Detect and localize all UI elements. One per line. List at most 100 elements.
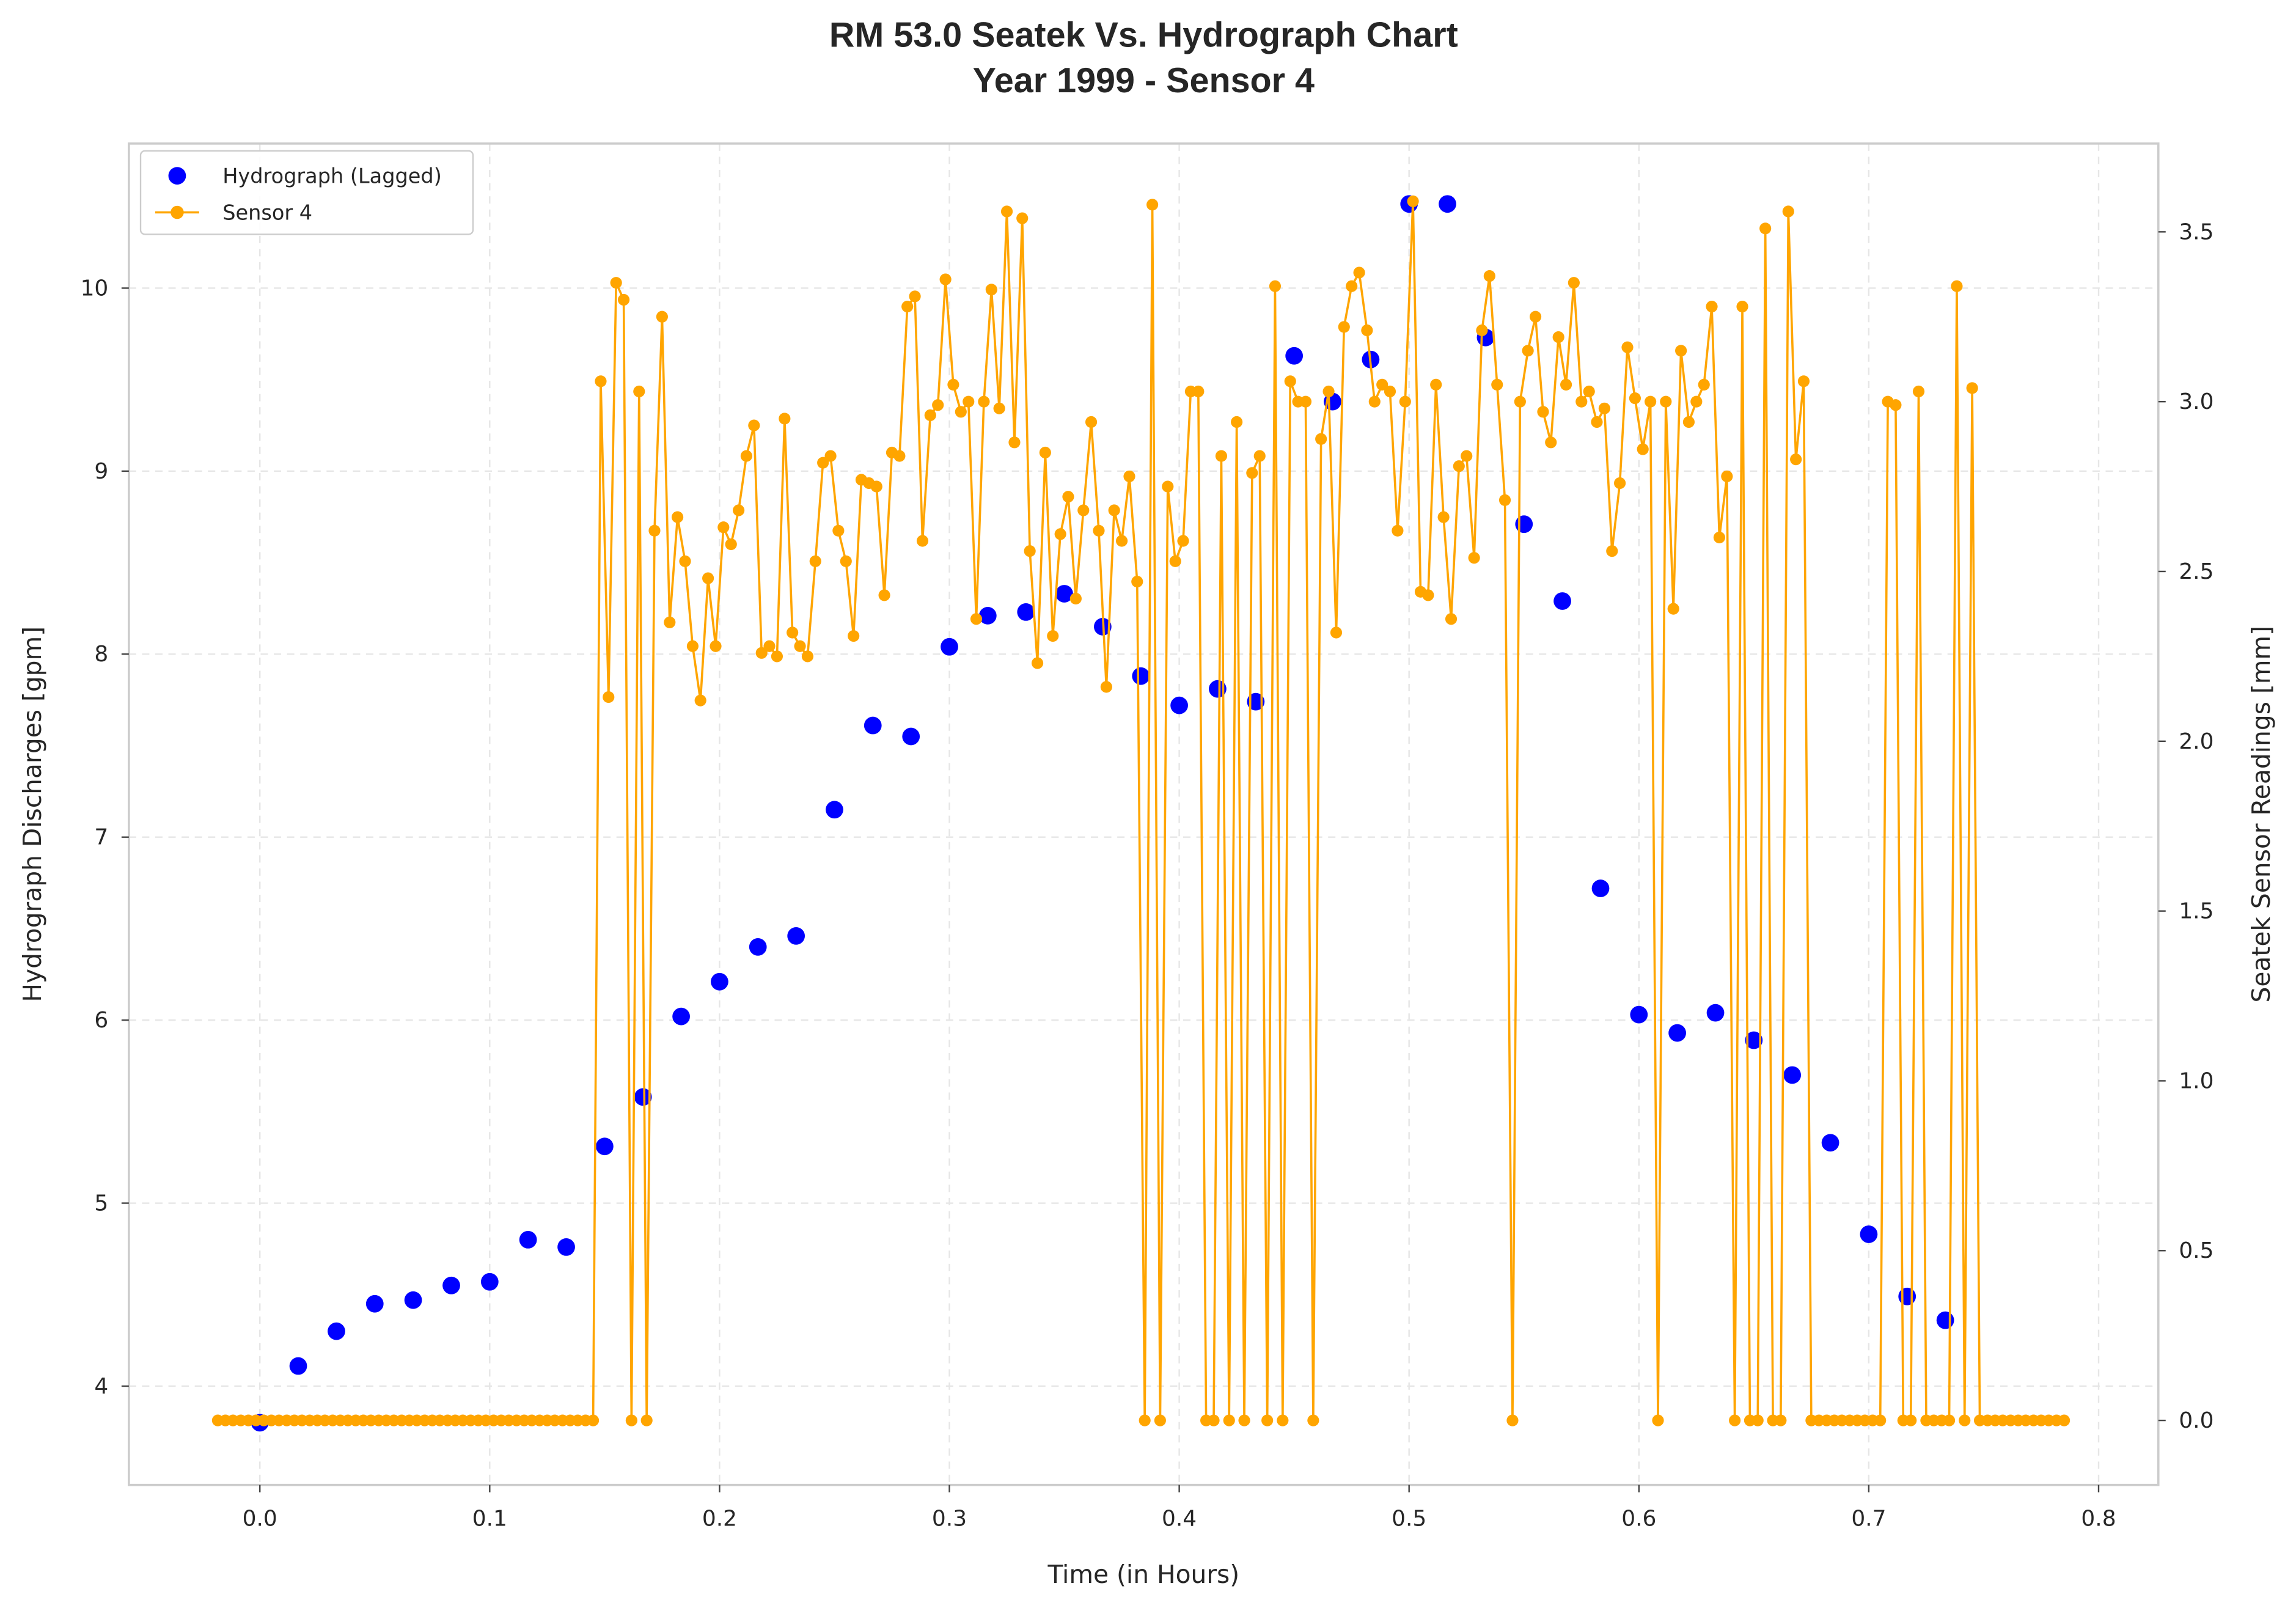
data-point [1361,324,1373,337]
data-point [749,938,767,956]
data-point [672,1007,690,1026]
data-point [864,716,882,735]
data-point [480,1272,499,1291]
data-point [963,395,975,408]
plot-frame [128,142,2160,1486]
data-point [1668,1024,1686,1042]
data-point [1017,603,1035,621]
data-point [633,385,645,398]
chart-title: RM 53.0 Seatek Vs. Hydrograph Chart [829,16,1458,55]
data-point [902,727,920,746]
data-point [939,273,952,285]
data-point [1721,470,1733,482]
data-point [970,613,983,625]
data-point [809,555,821,567]
data-point [748,419,760,431]
data-point [694,694,706,707]
data-point [404,1291,422,1309]
data-point [711,972,728,991]
data-point [947,378,959,391]
data-point [1209,680,1227,698]
data-point [1315,433,1327,445]
data-point [1024,545,1036,557]
y-tick-label: 10 [81,276,109,301]
data-point [1162,480,1174,493]
data-point [1384,385,1396,398]
data-point [1422,589,1434,601]
y-tick-label: 4 [94,1374,108,1399]
x-tick-label: 0.1 [472,1507,507,1532]
data-point [1783,1066,1802,1084]
data-point [1169,555,1181,567]
data-point [1146,199,1159,211]
data-point [1307,1414,1319,1426]
data-point [740,450,753,462]
data-point [878,589,890,601]
data-point [901,301,914,313]
data-point [1606,545,1618,557]
data-point [1016,212,1029,224]
data-point [985,284,997,296]
data-point [763,640,776,652]
data-point [787,626,799,639]
data-point [1437,511,1450,523]
data-point [1613,477,1626,490]
y-tick-label: 5 [94,1191,108,1216]
data-point [826,801,843,819]
data-point [1031,657,1044,669]
data-point [1860,1225,1878,1243]
data-point [625,1414,637,1426]
data-point [932,399,944,411]
y-tick-label: 8 [94,642,108,667]
legend-marker [171,205,184,219]
data-point [1132,667,1150,685]
legend-label: Sensor 4 [222,200,312,224]
data-point [1246,467,1258,479]
data-point [755,647,768,659]
data-point [1476,324,1488,337]
data-point [1338,321,1350,333]
data-point [1552,331,1564,343]
data-point [978,607,997,625]
data-point [1231,416,1243,428]
data-point [1399,395,1411,408]
data-point [1192,385,1205,398]
data-point [1353,266,1365,279]
data-point [725,538,737,551]
data-point [1905,1414,1917,1426]
data-point [733,504,745,516]
data-point [1123,470,1135,482]
data-point [978,395,990,408]
data-point [640,1414,653,1426]
data-point [1890,399,1902,411]
y-tick-label: 7 [94,825,108,850]
data-point [634,1088,652,1106]
legend-label: Hydrograph (Lagged) [222,164,442,188]
data-point [595,1137,614,1156]
y2-axis-label: Seatek Sensor Readings [mm] [2246,626,2276,1002]
data-point [1729,1414,1741,1426]
y2-tick-label: 2.5 [2179,559,2213,584]
x-tick-label: 0.8 [2081,1507,2116,1532]
data-point [1568,277,1580,289]
data-point [1560,378,1572,391]
data-point [779,413,791,425]
data-point [1951,280,1963,292]
data-point [1170,696,1188,714]
data-point [893,450,906,462]
chart-subtitle: Year 1999 - Sensor 4 [973,61,1315,100]
data-point [664,616,676,628]
data-point [1208,1414,1220,1426]
data-point [1645,395,1657,408]
x-tick-label: 0.5 [1392,1507,1426,1532]
data-point [1392,524,1404,537]
data-point [1000,205,1013,218]
data-point [1682,416,1695,428]
data-point [1039,446,1051,459]
data-point [1247,692,1265,711]
data-point [1483,270,1495,282]
data-point [1285,347,1304,365]
data-point [1376,378,1388,391]
data-point [1966,382,1978,394]
